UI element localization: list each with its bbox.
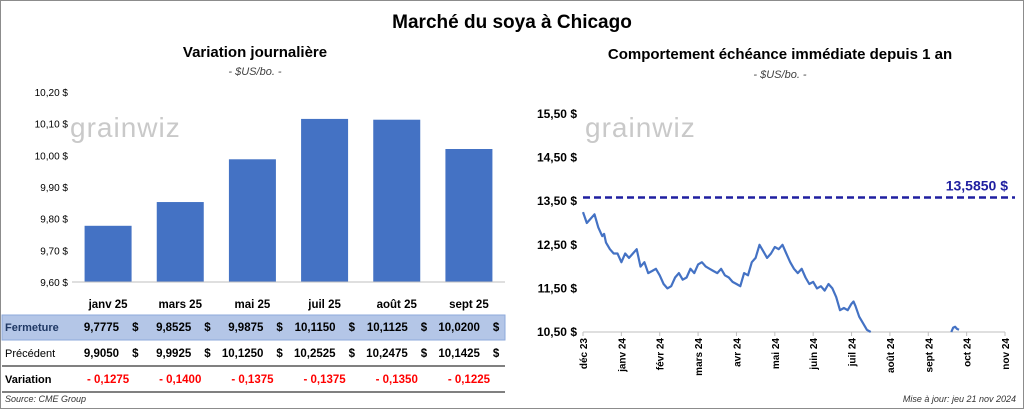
bar-x-tick-label: mars 25 [159, 299, 203, 311]
bar-6 [445, 149, 493, 282]
bar-chart-title: Variation journalière [182, 44, 328, 61]
bar-y-tick-label: 9,70 $ [40, 246, 68, 257]
table-row-label: Fermeture [5, 322, 59, 334]
bar-2 [156, 202, 204, 282]
bar-x-tick-label: juil 25 [307, 299, 341, 311]
table-cell-value: 9,9925 [156, 348, 192, 360]
line-y-tick-label: 15,50 $ [537, 107, 577, 121]
line-y-tick-label: 10,50 $ [537, 325, 577, 339]
line-x-tick-label: avr 24 [732, 338, 743, 367]
page-title: Marché du soya à Chicago [392, 12, 632, 33]
line-x-tick-label: sept 24 [924, 338, 935, 373]
bar-x-tick-label: sept 25 [449, 299, 489, 311]
table-cell-value: 9,7775 [84, 322, 120, 334]
table-cell-currency: $ [276, 322, 283, 334]
line-x-tick-label: févr 24 [656, 338, 667, 371]
table-row-label: Précédent [5, 348, 55, 360]
table-cell-variation: - 0,1375 [231, 374, 274, 386]
table-cell-variation: - 0,1350 [376, 374, 418, 386]
bar-chart: 9,60 $ 9,70 $ 9,80 $ 9,90 $ 10,00 $ 10,10 $ 10… [1, 88, 506, 393]
bar-x-tick-label: mai 25 [235, 299, 271, 311]
table-cell-value: 9,8525 [156, 322, 192, 334]
line-x-tick-label: juil 24 [848, 338, 859, 368]
line-x-tick-label: août 24 [886, 338, 897, 373]
table-cell-value: 10,1150 [295, 322, 336, 334]
price-line [581, 211, 872, 333]
table-cell-value: 10,1425 [438, 348, 480, 360]
bar-y-tick-label: 9,80 $ [40, 215, 68, 226]
table-row-highlight [1, 314, 506, 341]
line-y-tick-label: 14,50 $ [537, 151, 577, 165]
bar-3 [228, 159, 276, 282]
table-cell-value: 10,0200 [438, 322, 480, 334]
bar-1 [84, 225, 132, 282]
line-chart-subtitle: - $US/bo. - [753, 69, 807, 81]
table-cell-currency: $ [132, 348, 139, 360]
line-y-tick-label: 12,50 $ [537, 238, 577, 252]
table-cell-currency: $ [421, 322, 428, 334]
table-cell-currency: $ [204, 322, 211, 334]
line-x-tick-label: janv 24 [617, 338, 628, 373]
bar-y-tick-label: 10,10 $ [35, 120, 69, 131]
bar-x-tick-label: janv 25 [88, 299, 129, 311]
table-cell-variation: - 0,1275 [87, 374, 130, 386]
line-x-tick-label: déc 23 [579, 338, 590, 370]
bar-chart-subtitle: - $US/bo. - [228, 66, 282, 78]
bar-y-tick-label: 10,00 $ [35, 151, 69, 162]
table-cell-value: 9,9875 [228, 322, 264, 334]
line-x-tick-label: mars 24 [694, 338, 705, 376]
line-chart-title: Comportement échéance immédiate depuis 1… [607, 46, 953, 63]
table-cell-currency: $ [349, 322, 356, 334]
line-chart: 10,50 $ 11,50 $ 12,50 $ 13,50 $ 14,50 $ 15,50… [537, 107, 1015, 376]
reference-line-label: 13,5850 $ [946, 177, 1008, 193]
line-x-tick-label: mai 24 [771, 338, 782, 370]
bar-y-tick-label: 10,20 $ [35, 88, 69, 99]
grainwiz-watermark-right: grainwiz [585, 112, 696, 143]
table-cell-currency: $ [276, 348, 283, 360]
table-cell-variation: - 0,1225 [448, 374, 491, 386]
line-x-tick-label: nov 24 [1001, 338, 1012, 370]
table-cell-currency: $ [421, 348, 428, 360]
grainwiz-watermark-left: grainwiz [70, 112, 181, 143]
table-cell-value: 10,2475 [366, 348, 408, 360]
bar-y-tick-label: 9,60 $ [40, 278, 68, 289]
table-cell-variation: - 0,1375 [303, 374, 346, 386]
table-cell-currency: $ [204, 348, 211, 360]
bar-5 [373, 119, 421, 282]
table-cell-value: 10,2525 [294, 348, 336, 360]
update-note: Mise à jour: jeu 21 nov 2024 [902, 394, 1016, 404]
table-cell-currency: $ [349, 348, 356, 360]
bar-y-tick-label: 9,90 $ [40, 183, 68, 194]
line-x-tick-label: oct 24 [963, 338, 974, 367]
table-cell-variation: - 0,1400 [159, 374, 201, 386]
line-x-tick-label: juin 24 [809, 338, 820, 371]
table-cell-currency: $ [132, 322, 139, 334]
table-cell-value: 10,1250 [222, 348, 264, 360]
table-cell-value: 10,1125 [367, 322, 409, 334]
table-cell-currency: $ [493, 348, 500, 360]
line-y-tick-label: 11,50 $ [538, 281, 578, 295]
price-line-segment [950, 325, 960, 333]
table-cell-currency: $ [493, 322, 500, 334]
line-y-tick-label: 13,50 $ [537, 194, 577, 208]
bar-x-tick-label: août 25 [377, 299, 418, 311]
source-note: Source: CME Group [5, 394, 87, 404]
table-row-label: Variation [5, 374, 52, 386]
bar-4 [301, 118, 349, 283]
table-cell-value: 9,9050 [84, 348, 119, 360]
